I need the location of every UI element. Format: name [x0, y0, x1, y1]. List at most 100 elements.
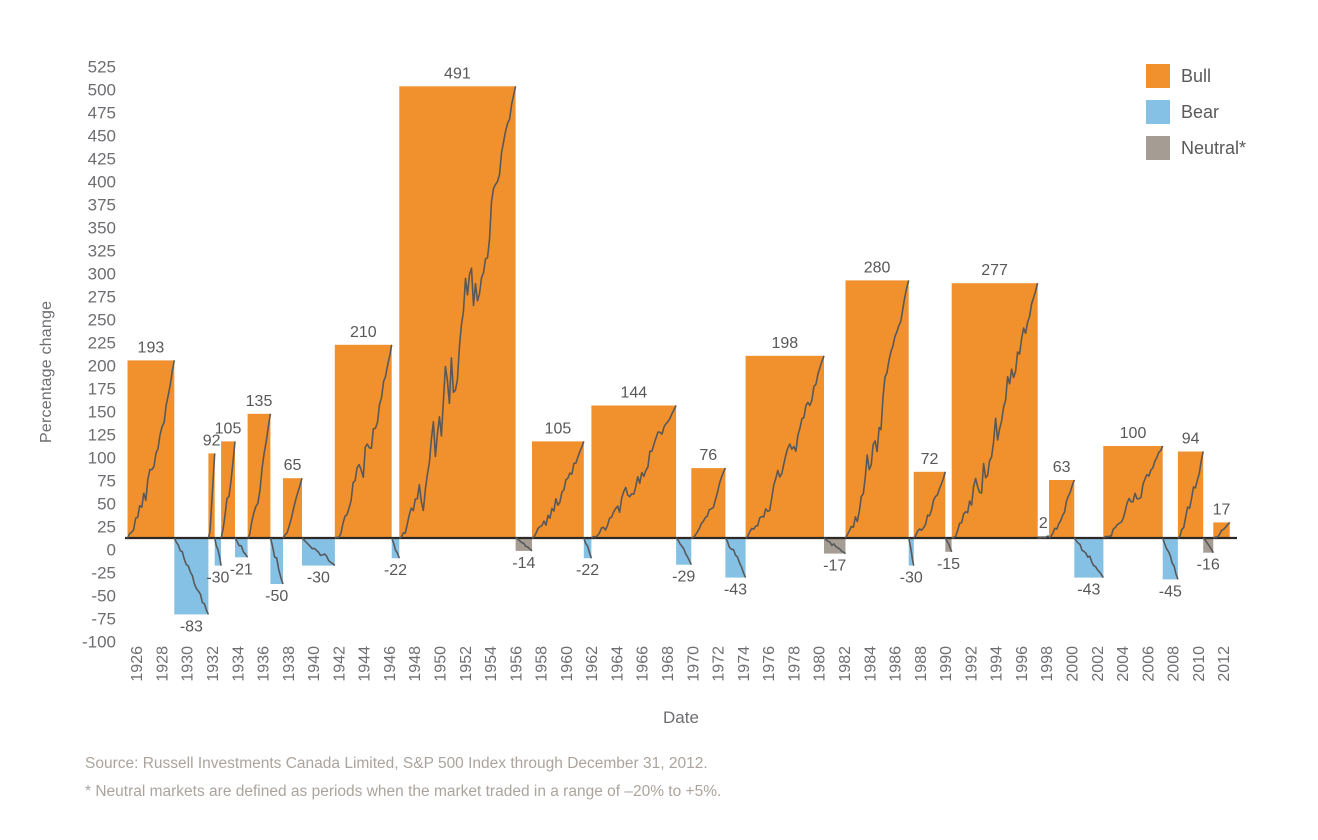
index-path-line	[823, 537, 846, 555]
segment-value-label: -83	[180, 618, 203, 635]
x-tick-label: 2012	[1216, 646, 1233, 682]
y-tick-label: 375	[88, 196, 116, 215]
x-tick-label: 1968	[660, 646, 677, 682]
x-tick-label: 1946	[382, 646, 399, 682]
bar-bull	[399, 86, 516, 539]
y-axis-title: Percentage change	[38, 300, 55, 444]
y-tick-label: -25	[91, 564, 116, 583]
y-tick-label: 500	[88, 81, 116, 100]
x-tick-label: 1928	[154, 646, 171, 682]
bar-bull	[845, 280, 909, 538]
index-path-line	[213, 537, 222, 566]
y-tick-label: 225	[88, 334, 116, 353]
legend-item-bull: Bull	[1146, 64, 1246, 88]
x-tick-label: 2008	[1166, 646, 1183, 682]
bar-bull	[691, 468, 726, 538]
x-tick-label: 1950	[433, 646, 450, 682]
segment-value-label: -43	[1077, 582, 1100, 599]
x-tick-label: 1954	[483, 646, 500, 682]
index-path-line	[907, 537, 915, 566]
y-tick-label: 525	[88, 58, 116, 77]
bull-swatch	[1146, 64, 1170, 88]
y-tick-label: 75	[97, 472, 116, 491]
segment-value-label: 144	[620, 385, 647, 402]
y-tick-label: 0	[107, 541, 116, 560]
x-tick-label: 1988	[913, 646, 930, 682]
legend-label-bear: Bear	[1181, 101, 1220, 122]
y-tick-label: 150	[88, 403, 116, 422]
footnote-line: * Neutral markets are defined as periods…	[85, 783, 722, 800]
index-path-line	[234, 537, 249, 558]
segment-value-label: -43	[724, 582, 747, 599]
segment-value-label: -29	[672, 569, 695, 586]
index-path-line	[951, 283, 1039, 539]
segment-value-label: 63	[1053, 459, 1071, 476]
x-tick-label: 2002	[1090, 646, 1107, 682]
y-tick-label: 250	[88, 311, 116, 330]
x-tick-label: 1976	[761, 646, 778, 682]
y-tick-label: 450	[88, 127, 116, 146]
segment-value-label: -30	[206, 570, 229, 587]
x-tick-label: 1982	[837, 646, 854, 682]
x-tick-label: 1970	[685, 646, 702, 682]
segment-value-label: -45	[1159, 583, 1182, 600]
segment-value-label: 94	[1182, 431, 1200, 448]
segment-value-label: 72	[921, 451, 939, 468]
x-tick-label: 2010	[1191, 646, 1208, 682]
segment-value-label: -16	[1197, 557, 1220, 574]
neutral-swatch	[1146, 136, 1170, 160]
index-path-line	[531, 441, 585, 539]
y-tick-label: -100	[82, 633, 116, 652]
x-tick-label: 1934	[230, 646, 247, 682]
segment-value-label: 135	[246, 393, 273, 410]
index-path-line	[745, 355, 825, 539]
y-tick-label: 275	[88, 288, 116, 307]
y-tick-label: 100	[88, 449, 116, 468]
segment-value-label: -17	[823, 558, 846, 575]
index-path-line	[844, 280, 910, 539]
y-tick-label: 175	[88, 380, 116, 399]
x-tick-label: 1940	[306, 646, 323, 682]
index-path-line	[1202, 537, 1214, 554]
index-path-line	[301, 537, 336, 567]
index-path-line	[583, 537, 593, 559]
x-tick-label: 1942	[331, 646, 348, 682]
bar-bull	[334, 344, 392, 538]
x-tick-label: 1926	[129, 646, 146, 682]
x-tick-label: 1980	[812, 646, 829, 682]
x-tick-label: 1938	[281, 646, 298, 682]
index-path-line	[390, 537, 401, 559]
legend-label-neutral: Neutral*	[1181, 137, 1247, 158]
index-path-line	[398, 86, 517, 539]
x-tick-label: 1962	[584, 646, 601, 682]
index-path-line	[1161, 537, 1179, 580]
index-path-line	[1213, 521, 1231, 539]
x-tick-label: 1998	[1039, 646, 1056, 682]
index-path-line	[334, 344, 393, 539]
index-path-line	[691, 467, 727, 539]
segment-value-label: 92	[203, 432, 221, 449]
index-path-line	[173, 537, 210, 615]
x-tick-label: 1932	[205, 646, 222, 682]
x-tick-label: 1972	[711, 646, 728, 682]
segment-value-label: 105	[545, 420, 572, 437]
footer: Source: Russell Investments Canada Limit…	[85, 750, 1185, 806]
plot-area: 193 -83 92 -30 105 -21 135 -50 65 -30 210 -22 491 -14…	[82, 58, 1237, 682]
bar-bull	[745, 355, 824, 538]
segment-value-label: 277	[981, 262, 1008, 279]
y-tick-label: 125	[88, 426, 116, 445]
y-tick-label: 200	[88, 357, 116, 376]
x-tick-label: 1966	[635, 646, 652, 682]
x-tick-label: 1930	[180, 646, 197, 682]
x-axis-title: Date	[663, 708, 699, 727]
segment-value-label: 100	[1120, 425, 1147, 442]
x-tick-label: 1944	[357, 646, 374, 682]
x-tick-label: 1958	[534, 646, 551, 682]
x-tick-label: 1992	[963, 646, 980, 682]
index-path-line	[1048, 479, 1076, 539]
legend-item-bear: Bear	[1146, 100, 1246, 124]
index-path-line	[282, 477, 303, 539]
index-path-line	[1073, 537, 1104, 579]
index-path-line	[675, 537, 693, 566]
legend: Bull Bear Neutral*	[1146, 64, 1246, 172]
